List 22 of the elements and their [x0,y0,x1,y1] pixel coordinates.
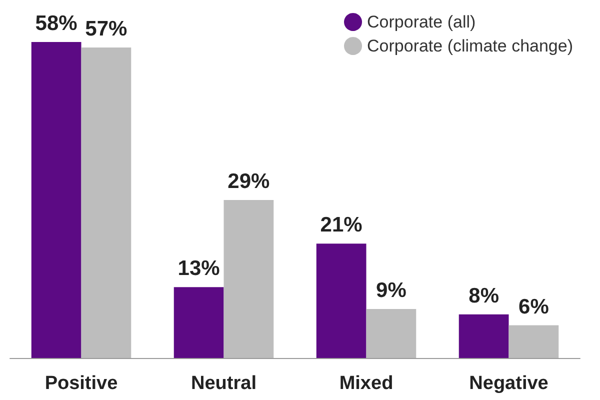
bar [224,200,274,358]
legend-label: Corporate (climate change) [367,36,573,56]
data-label: 21% [320,214,363,237]
data-label: 9% [376,278,407,302]
bar [316,244,366,358]
data-label: 29% [228,170,270,193]
x-tick-label: Negative [469,373,548,394]
x-tick-label: Mixed [339,373,394,394]
data-label: 13% [178,257,220,280]
bar [508,325,559,358]
data-label: 6% [518,295,550,318]
legend-label: Corporate (all) [367,12,476,32]
bar [366,308,416,358]
data-label: 58% [35,12,78,35]
bar [31,42,82,358]
bar [458,314,509,358]
bar [174,287,224,358]
x-tick-label: Positive [44,373,118,394]
data-label: 8% [468,284,500,308]
x-tick-label: Neutral [191,373,256,394]
data-label: 57% [85,17,128,40]
bar [81,47,132,358]
